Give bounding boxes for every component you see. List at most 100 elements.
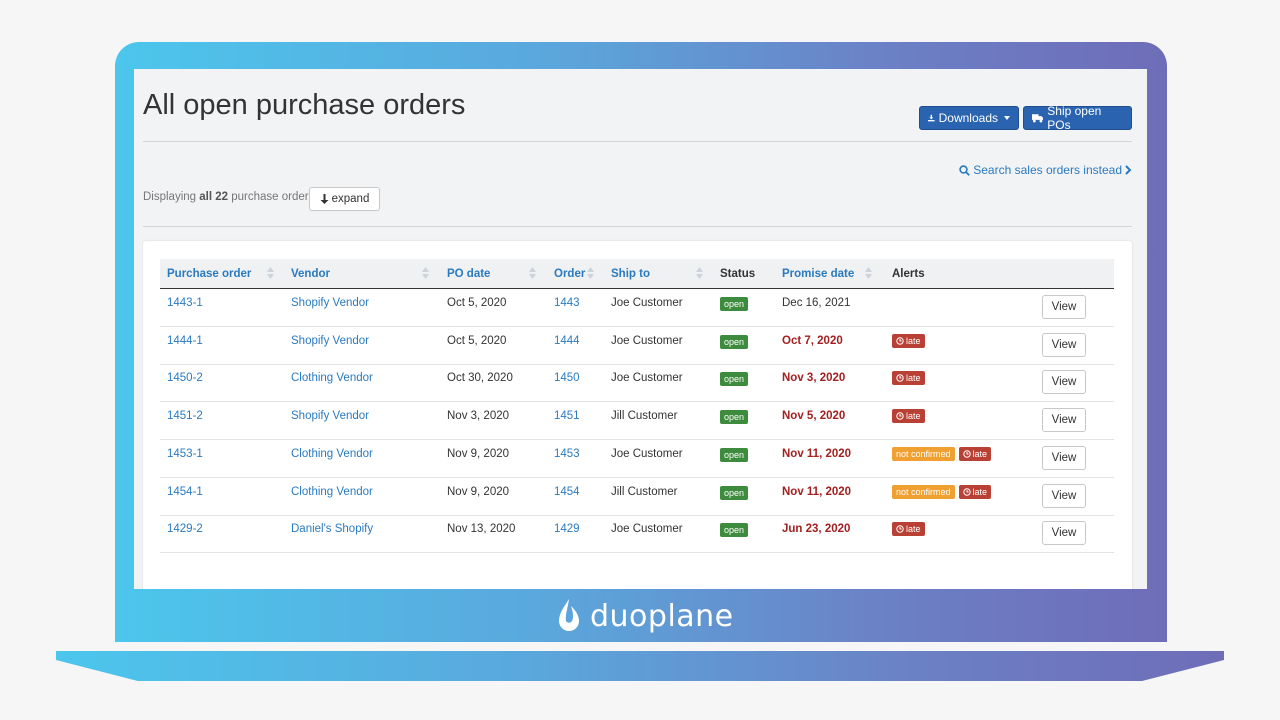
order-link[interactable]: 1454 bbox=[554, 485, 580, 498]
vendor-link[interactable]: Shopify Vendor bbox=[291, 297, 370, 309]
downloads-button[interactable]: Downloads bbox=[919, 106, 1019, 130]
alerts: not confirmed late bbox=[892, 484, 992, 499]
laptop-base bbox=[56, 651, 1224, 681]
display-count: Displaying all 22 purchase orders bbox=[143, 191, 314, 203]
header-vendor[interactable]: Vendor bbox=[291, 268, 330, 280]
promise-date: Nov 11, 2020 bbox=[782, 447, 852, 460]
po-number-link[interactable]: 1429-2 bbox=[167, 523, 203, 536]
sort-icon bbox=[587, 267, 594, 279]
downloads-label: Downloads bbox=[938, 111, 998, 125]
ship-open-pos-label: Ship open POs bbox=[1047, 104, 1102, 132]
order-link[interactable]: 1443 bbox=[554, 297, 580, 309]
order-link[interactable]: 1429 bbox=[554, 523, 580, 536]
sort-icon bbox=[422, 267, 429, 279]
po-date: Oct 5, 2020 bbox=[447, 297, 507, 309]
order-link[interactable]: 1451 bbox=[554, 410, 580, 423]
download-icon bbox=[928, 114, 935, 122]
ship-to: Jill Customer bbox=[611, 410, 678, 423]
ship-open-pos-button[interactable]: Ship open POs bbox=[1023, 104, 1132, 132]
po-number-link[interactable]: 1454-1 bbox=[167, 485, 203, 498]
view-button[interactable]: View bbox=[1042, 408, 1086, 433]
promise-date: Nov 11, 2020 bbox=[782, 485, 852, 498]
vendor-link[interactable]: Clothing Vendor bbox=[291, 447, 373, 460]
po-number-link[interactable]: 1451-2 bbox=[167, 410, 203, 423]
ship-to: Jill Customer bbox=[611, 485, 678, 498]
view-button[interactable]: View bbox=[1042, 332, 1086, 357]
brand: duoplane bbox=[556, 596, 734, 636]
display-count-value: all 22 bbox=[199, 191, 229, 203]
order-link[interactable]: 1444 bbox=[554, 334, 580, 347]
alerts: not confirmed late bbox=[892, 446, 992, 461]
expand-label: expand bbox=[331, 193, 370, 205]
table-header: Purchase order Vendor PO date Order Ship… bbox=[160, 259, 1114, 289]
po-number-link[interactable]: 1443-1 bbox=[167, 297, 203, 309]
header-po-date[interactable]: PO date bbox=[447, 268, 491, 280]
table-row: 1454-1 Clothing Vendor Nov 9, 2020 1454 Jill… bbox=[160, 478, 1114, 516]
ship-to: Joe Customer bbox=[611, 334, 683, 347]
late-label: late bbox=[972, 448, 988, 459]
page-title: All open purchase orders bbox=[143, 89, 466, 121]
view-button[interactable]: View bbox=[1042, 445, 1086, 470]
table-row: 1450-2 Clothing Vendor Oct 30, 2020 1450 Joe… bbox=[160, 364, 1114, 403]
clock-icon bbox=[896, 525, 904, 533]
status-badge: open bbox=[720, 410, 749, 425]
view-button[interactable]: View bbox=[1042, 295, 1086, 319]
search-sales-orders-link[interactable]: Search sales orders instead bbox=[959, 163, 1132, 177]
order-link[interactable]: 1450 bbox=[554, 372, 580, 385]
search-sales-orders-label: Search sales orders instead bbox=[973, 163, 1122, 177]
header-ship-to[interactable]: Ship to bbox=[611, 268, 650, 280]
po-date: Nov 13, 2020 bbox=[447, 523, 516, 536]
header-purchase-order[interactable]: Purchase order bbox=[167, 268, 252, 280]
alerts: late bbox=[892, 522, 925, 537]
vendor-link[interactable]: Clothing Vendor bbox=[291, 372, 373, 385]
header-order[interactable]: Order bbox=[554, 268, 586, 280]
view-button[interactable]: View bbox=[1042, 521, 1086, 546]
not-confirmed-badge: not confirmed bbox=[892, 446, 955, 461]
sort-icon bbox=[865, 267, 872, 279]
vendor-link[interactable]: Clothing Vendor bbox=[291, 485, 373, 498]
po-date: Nov 9, 2020 bbox=[447, 485, 510, 498]
status-badge: open bbox=[720, 297, 749, 311]
po-number-link[interactable]: 1450-2 bbox=[167, 372, 203, 385]
vendor-link[interactable]: Shopify Vendor bbox=[291, 334, 370, 347]
clock-icon bbox=[962, 450, 971, 458]
table-row: 1444-1 Shopify Vendor Oct 5, 2020 1444 Joe C… bbox=[160, 327, 1114, 365]
header-alerts: Alerts bbox=[892, 268, 925, 280]
order-link[interactable]: 1453 bbox=[554, 447, 580, 460]
header-divider bbox=[143, 141, 1132, 142]
view-button[interactable]: View bbox=[1042, 483, 1086, 508]
status-badge: open bbox=[720, 372, 749, 387]
status-badge: open bbox=[720, 447, 749, 462]
late-label: late bbox=[906, 524, 921, 535]
alerts: late bbox=[892, 409, 925, 424]
promise-date: Oct 7, 2020 bbox=[782, 334, 843, 347]
table-row: 1443-1 Shopify Vendor Oct 5, 2020 1443 Joe C… bbox=[160, 289, 1114, 327]
status-badge: open bbox=[720, 485, 749, 500]
expand-button[interactable]: expand bbox=[309, 187, 380, 211]
late-label: late bbox=[906, 411, 921, 422]
view-button[interactable]: View bbox=[1042, 370, 1086, 395]
purchase-orders-panel: Purchase order Vendor PO date Order Ship… bbox=[143, 241, 1132, 589]
late-label: late bbox=[906, 335, 921, 346]
ship-to: Joe Customer bbox=[611, 372, 683, 385]
clock-icon bbox=[962, 487, 971, 496]
table-row: 1451-2 Shopify Vendor Nov 3, 2020 1451 Jill … bbox=[160, 402, 1114, 441]
promise-date: Dec 16, 2021 bbox=[782, 297, 851, 309]
sort-icon bbox=[529, 267, 536, 279]
vendor-link[interactable]: Shopify Vendor bbox=[291, 410, 370, 423]
alerts: late bbox=[892, 371, 925, 386]
po-number-link[interactable]: 1444-1 bbox=[167, 334, 203, 347]
truck-icon bbox=[1032, 113, 1044, 122]
late-badge: late bbox=[958, 484, 992, 499]
header-promise-date[interactable]: Promise date bbox=[782, 268, 855, 280]
header-status: Status bbox=[720, 268, 756, 280]
promise-date: Nov 5, 2020 bbox=[782, 410, 846, 423]
po-number-link[interactable]: 1453-1 bbox=[167, 447, 203, 460]
promise-date: Jun 23, 2020 bbox=[782, 523, 851, 536]
clock-icon bbox=[896, 336, 904, 345]
arrow-down-icon bbox=[320, 194, 329, 204]
table-row: 1453-1 Clothing Vendor Nov 9, 2020 1453 Joe … bbox=[160, 440, 1114, 478]
app-screen: All open purchase orders Downloads Ship … bbox=[134, 69, 1147, 589]
vendor-link[interactable]: Daniel's Shopify bbox=[291, 523, 374, 536]
